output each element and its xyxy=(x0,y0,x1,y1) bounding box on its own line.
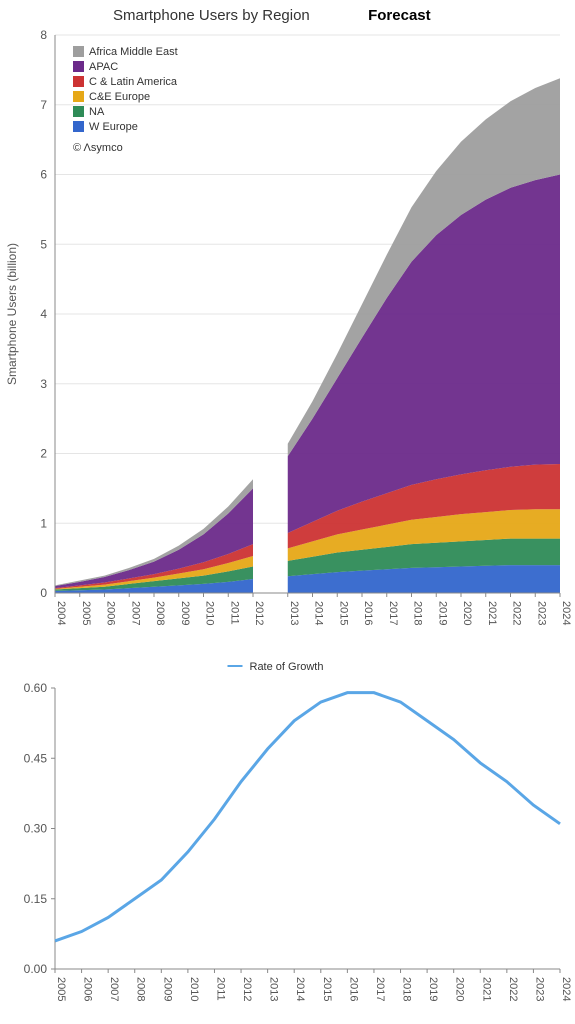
x-tick-label: 2008 xyxy=(154,601,166,625)
y-tick-label: 0.00 xyxy=(24,962,48,976)
x-tick-label: 2014 xyxy=(313,601,325,625)
y-tick-label: 0.45 xyxy=(24,751,48,765)
y-tick-label: 3 xyxy=(40,377,47,391)
x-tick-label: 2018 xyxy=(412,601,424,625)
y-tick-label: 8 xyxy=(40,28,47,42)
x-tick-label: 2004 xyxy=(55,601,67,625)
chart-legend: Africa Middle East APAC C & Latin America C… xyxy=(73,46,178,154)
y-tick-label: 0 xyxy=(40,586,47,600)
x-tick-label: 2015 xyxy=(337,601,349,625)
chart-title-forecast: Forecast xyxy=(368,7,431,24)
x-tick-label: 2021 xyxy=(480,977,492,1001)
x-tick-label: 2020 xyxy=(454,977,466,1001)
x-tick-label: 2020 xyxy=(461,601,473,625)
x-tick-label: 2006 xyxy=(105,601,117,625)
x-tick-label: 2018 xyxy=(401,977,413,1001)
x-tick-label: 2019 xyxy=(436,601,448,625)
x-tick-label: 2013 xyxy=(288,601,300,625)
legend-label: W Europe xyxy=(89,121,138,133)
x-tick-label: 2012 xyxy=(253,601,265,625)
x-tick-label: 2007 xyxy=(108,977,120,1001)
x-tick-label: 2024 xyxy=(560,977,572,1001)
y-tick-label: 7 xyxy=(40,98,47,112)
legend-label: C&E Europe xyxy=(89,91,150,103)
y-tick-label: 5 xyxy=(40,237,47,251)
x-tick-label: 2005 xyxy=(80,601,92,625)
chart-title-left: Smartphone Users by Region xyxy=(113,7,310,24)
x-tick-label: 2023 xyxy=(533,977,545,1001)
growth-line-chart: Rate of Growth 0.00 0.15 0.30 0.45 0.60 2005 20… xyxy=(0,648,575,1024)
x-tick-label: 2011 xyxy=(214,977,226,1001)
legend-credit: © Λsymco xyxy=(73,142,123,154)
x-tick-label: 2008 xyxy=(135,977,147,1001)
x-tick-label: 2011 xyxy=(228,601,240,625)
x-tick-label: 2017 xyxy=(387,601,399,625)
x-tick-label: 2015 xyxy=(321,977,333,1001)
x-tick-label: 2016 xyxy=(362,601,374,625)
x-tick-label: 2017 xyxy=(374,977,386,1001)
x-tick-label: 2005 xyxy=(55,977,67,1001)
legend-swatch xyxy=(73,61,84,72)
y-tick-label: 0.30 xyxy=(24,822,48,836)
legend-swatch xyxy=(73,91,84,102)
y-tick-label: 1 xyxy=(40,516,47,530)
legend-swatch xyxy=(73,46,84,57)
x-tick-label: 2013 xyxy=(268,977,280,1001)
y-tick-label: 2 xyxy=(40,447,47,461)
legend-label: Africa Middle East xyxy=(89,46,178,58)
x-tick-label: 2010 xyxy=(204,601,216,625)
x-tick-label: 2012 xyxy=(241,977,253,1001)
x-tick-label: 2009 xyxy=(179,601,191,625)
legend-label: APAC xyxy=(89,61,118,73)
x-tick-label: 2016 xyxy=(347,977,359,1001)
x-tick-label: 2009 xyxy=(161,977,173,1001)
x-tick-label: 2010 xyxy=(188,977,200,1001)
x-tick-label: 2024 xyxy=(560,601,572,625)
y-tick-label: 0.60 xyxy=(24,681,48,695)
legend-swatch xyxy=(73,76,84,87)
x-tick-label: 2014 xyxy=(294,977,306,1001)
y-axis-label: Smartphone Users (billion) xyxy=(5,243,19,385)
x-tick-label: 2019 xyxy=(427,977,439,1001)
x-tick-label: 2022 xyxy=(507,977,519,1001)
x-tick-label: 2021 xyxy=(486,601,498,625)
stacked-area-chart: Smartphone Users by Region Forecast 0 1 2 3 4 5… xyxy=(0,0,575,648)
x-tick-label: 2006 xyxy=(82,977,94,1001)
legend-swatch xyxy=(73,121,84,132)
x-tick-label: 2007 xyxy=(129,601,141,625)
legend-label: NA xyxy=(89,106,105,118)
x-tick-label: 2023 xyxy=(535,601,547,625)
x-tick-label: 2022 xyxy=(511,601,523,625)
growth-line xyxy=(55,693,560,941)
legend-swatch xyxy=(73,106,84,117)
growth-legend-label: Rate of Growth xyxy=(250,661,324,673)
legend-label: C & Latin America xyxy=(89,76,178,88)
y-tick-label: 4 xyxy=(40,307,47,321)
y-tick-label: 6 xyxy=(40,168,47,182)
y-tick-label: 0.15 xyxy=(24,892,48,906)
